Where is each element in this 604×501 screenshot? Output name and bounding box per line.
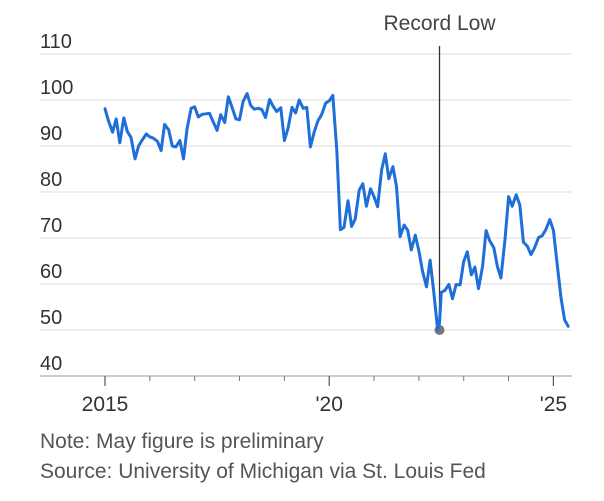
y-tick-label: 40 xyxy=(40,353,62,375)
gridlines xyxy=(40,53,572,377)
x-tick-label: '20 xyxy=(316,393,343,416)
x-axis: 2015 '20 '25 xyxy=(82,376,567,416)
y-tick-label: 100 xyxy=(40,77,73,99)
x-tick-label: 2015 xyxy=(82,393,129,416)
y-tick-label: 50 xyxy=(40,307,62,329)
x-tick-label: '25 xyxy=(540,393,567,416)
record-low-annotation: Record Low xyxy=(383,12,496,335)
y-tick-label: 60 xyxy=(40,261,62,283)
y-tick-label: 90 xyxy=(40,123,62,145)
source-text: Source: University of Michigan via St. L… xyxy=(40,460,486,483)
y-tick-label: 70 xyxy=(40,215,62,237)
y-tick-label: 80 xyxy=(40,169,62,191)
series-line-0 xyxy=(103,92,570,332)
y-axis-labels: 40 50 60 70 80 90 100 110 xyxy=(40,31,73,375)
y-tick-label: 110 xyxy=(40,31,72,53)
line-chart: 40 50 60 70 80 90 100 110 2015 '20 '25 Record Low xyxy=(40,12,572,416)
annotation-label: Record Low xyxy=(383,12,496,35)
note-text: Note: May figure is preliminary xyxy=(40,430,324,453)
series-group xyxy=(103,92,570,332)
